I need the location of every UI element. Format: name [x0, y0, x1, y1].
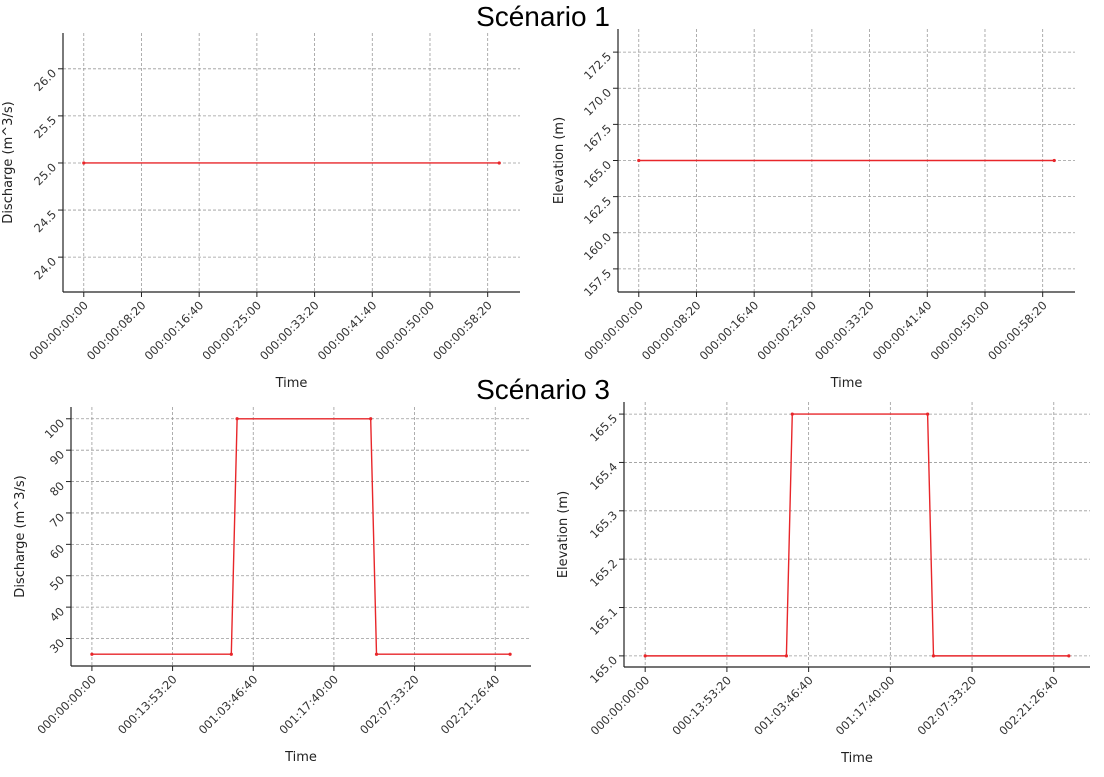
y-tick-label: 25.5 — [31, 113, 59, 141]
x-tick-label: 000:00:00:00 — [34, 672, 99, 737]
y-tick-label: 30 — [47, 636, 67, 656]
y-tick-label: 90 — [47, 447, 67, 467]
data-point — [235, 417, 239, 421]
x-tick-label: 000:00:08:20 — [84, 298, 149, 363]
y-tick-label: 165.5 — [587, 411, 620, 444]
x-axis-label: Time — [840, 751, 873, 766]
y-tick-label: 165.3 — [587, 508, 620, 541]
x-tick-label: 001:03:46:40 — [196, 672, 261, 737]
y-tick-label: 170.0 — [581, 85, 614, 118]
x-tick-label: 001:17:40:00 — [276, 672, 341, 737]
data-point — [508, 652, 512, 656]
series-line — [645, 413, 1069, 657]
data-point — [90, 652, 94, 656]
x-tick-label: 000:13:53:20 — [669, 673, 734, 738]
y-tick-label: 50 — [47, 573, 67, 593]
y-tick-label: 25.0 — [31, 160, 59, 188]
subplot-3: 000:00:00:00 000:13:53:20 001:03:46:40 001:… — [13, 407, 531, 765]
x-tick-label: 002:21:26:40 — [996, 673, 1061, 738]
y-tick-label: 60 — [47, 542, 67, 562]
y-axis-label: Discharge (m^3/s) — [1, 101, 16, 223]
x-tick-label: 000:13:53:20 — [115, 672, 180, 737]
data-point — [790, 412, 794, 416]
x-tick-label: 000:00:41:40 — [870, 298, 935, 363]
data-point — [784, 654, 788, 658]
y-tick-label: 162.5 — [581, 194, 614, 227]
x-tick-label: 000:00:41:40 — [315, 298, 380, 363]
x-tick-label: 002:07:33:20 — [914, 673, 979, 738]
data-point — [497, 161, 501, 165]
y-tick-label: 165.0 — [581, 158, 614, 191]
x-axis-label: Time — [830, 376, 863, 391]
x-tick-label: 000:00:25:00 — [754, 298, 819, 363]
data-point — [374, 652, 379, 656]
x-tick-label: 000:00:33:20 — [812, 298, 877, 363]
data-point — [82, 161, 86, 165]
scenario-3-title: Scénario 3 — [476, 374, 610, 405]
y-tick-label: 40 — [47, 604, 67, 624]
x-tick-label: 000:00:50:00 — [372, 298, 437, 363]
x-tick-label: 000:00:00:00 — [26, 298, 91, 363]
data-point — [637, 158, 641, 163]
x-tick-label: 001:03:46:40 — [751, 673, 816, 738]
y-tick-label: 26.0 — [31, 66, 59, 94]
x-axis-label: Time — [284, 750, 317, 765]
x-tick-label: 002:07:33:20 — [357, 672, 422, 737]
y-tick-label: 165.4 — [587, 460, 620, 493]
subplot-1: 000:00:00:00000:00:08:20000:00:16:40000:… — [1, 33, 520, 391]
data-point — [643, 654, 647, 658]
y-tick-label: 165.1 — [587, 605, 620, 638]
x-tick-label: 000:00:16:40 — [697, 298, 762, 363]
y-tick-label: 70 — [47, 510, 67, 530]
y-tick-label: 160.0 — [581, 230, 614, 263]
data-point — [369, 417, 373, 421]
data-point — [926, 412, 930, 416]
y-axis-label: Elevation (m) — [556, 491, 571, 578]
x-tick-label: 000:00:33:20 — [257, 298, 322, 363]
y-axis-label: Discharge (m^3/s) — [13, 475, 28, 597]
y-axis-label: Elevation (m) — [552, 117, 567, 204]
x-tick-label: 000:00:58:20 — [985, 298, 1050, 363]
y-tick-label: 80 — [47, 479, 67, 499]
x-tick-label: 001:17:40:00 — [833, 673, 898, 738]
y-tick-label: 167.5 — [581, 122, 614, 155]
x-tick-label: 000:00:00:00 — [581, 298, 646, 363]
y-tick-label: 165.2 — [587, 556, 620, 589]
x-axis-label: Time — [275, 376, 308, 391]
x-tick-label: 002:21:26:40 — [438, 672, 503, 737]
x-tick-label: 000:00:50:00 — [927, 298, 992, 363]
subplot-4: 000:00:00:00 000:13:53:20 001:03:46:40 001:… — [556, 402, 1090, 766]
x-tick-label: 000:00:08:20 — [639, 298, 704, 363]
series-line — [91, 418, 511, 655]
data-point — [931, 654, 936, 658]
y-tick-label: 100 — [42, 416, 67, 441]
y-tick-label: 24.0 — [31, 254, 59, 282]
data-point — [1067, 654, 1071, 658]
x-tick-label: 000:00:16:40 — [142, 298, 207, 363]
y-tick-label: 24.5 — [31, 207, 59, 235]
data-point — [229, 652, 233, 656]
x-tick-label: 000:00:25:00 — [199, 298, 264, 363]
y-tick-label: 157.5 — [581, 266, 614, 299]
scenario-1-title: Scénario 1 — [476, 1, 610, 32]
y-tick-label: 165.0 — [587, 653, 620, 686]
data-point — [1052, 158, 1056, 163]
subplot-2: 000:00:00:00000:00:08:20000:00:16:40000:… — [552, 29, 1075, 391]
x-tick-label: 000:00:58:20 — [430, 298, 495, 363]
y-tick-label: 172.5 — [581, 49, 614, 82]
